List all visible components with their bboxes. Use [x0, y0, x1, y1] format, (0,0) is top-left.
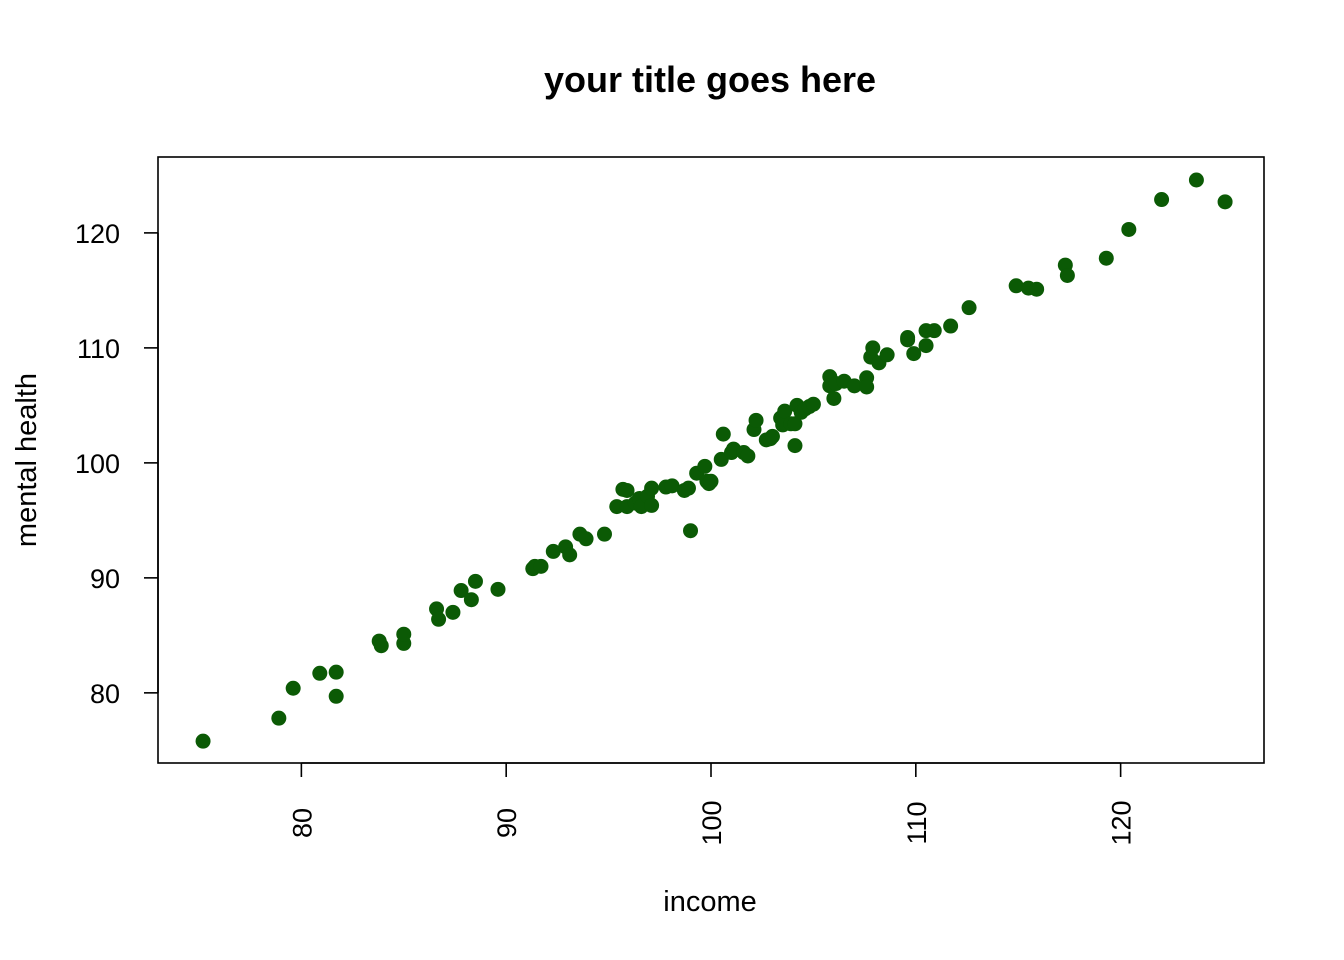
data-point	[373, 638, 389, 654]
data-point	[787, 416, 803, 432]
y-axis-label: mental health	[11, 373, 43, 547]
data-point	[943, 318, 959, 334]
data-point	[918, 338, 934, 354]
data-point	[1154, 192, 1170, 208]
data-point	[1059, 267, 1075, 283]
data-point	[926, 323, 942, 339]
y-axis: 80 90 100 110 120	[75, 219, 159, 709]
data-point	[396, 626, 412, 642]
x-axis: 80 90 100 110 120	[287, 762, 1137, 846]
data-point	[683, 523, 699, 539]
x-tick-label: 80	[287, 808, 317, 838]
data-point	[644, 480, 660, 496]
data-point	[285, 680, 301, 696]
data-points	[195, 172, 1233, 749]
y-tick-label: 110	[77, 334, 120, 364]
data-point	[764, 428, 780, 444]
data-point	[787, 438, 803, 454]
data-point	[1098, 250, 1114, 266]
data-point	[900, 330, 916, 346]
data-point	[1188, 172, 1204, 188]
data-point	[431, 611, 447, 627]
data-point	[961, 300, 977, 316]
x-axis-label: income	[663, 886, 757, 918]
data-point	[846, 378, 862, 394]
data-point	[578, 531, 594, 547]
x-tick-label: 120	[1107, 800, 1137, 845]
x-tick-label: 90	[492, 808, 522, 838]
data-point	[445, 604, 461, 620]
data-point	[906, 346, 922, 362]
data-point	[562, 547, 578, 563]
data-point	[644, 497, 660, 513]
data-point	[271, 710, 287, 726]
data-point	[879, 347, 895, 363]
data-point	[453, 583, 469, 599]
data-point	[697, 458, 713, 474]
data-point	[805, 396, 821, 412]
data-point	[748, 412, 764, 428]
data-point	[740, 448, 756, 464]
data-point	[1217, 194, 1233, 210]
data-point	[826, 390, 842, 406]
data-point	[859, 379, 875, 395]
data-point	[328, 688, 344, 704]
y-tick-label: 100	[75, 449, 120, 479]
x-tick-label: 100	[697, 800, 727, 845]
y-tick-label: 90	[90, 564, 120, 594]
data-point	[545, 543, 561, 559]
data-point	[312, 665, 328, 681]
data-point	[195, 733, 211, 749]
y-tick-label: 80	[90, 679, 120, 709]
chart-title: your title goes here	[544, 59, 876, 100]
data-point	[1029, 281, 1045, 297]
y-tick-label: 120	[75, 219, 120, 249]
data-point	[1121, 221, 1137, 237]
data-point	[490, 581, 506, 597]
data-point	[777, 403, 793, 419]
data-point	[467, 573, 483, 589]
data-point	[715, 426, 731, 442]
data-point	[619, 482, 635, 498]
data-point	[463, 592, 479, 608]
data-point	[865, 340, 881, 356]
data-point	[533, 558, 549, 574]
data-point	[1008, 278, 1024, 294]
x-tick-label: 110	[902, 801, 932, 844]
data-point	[664, 478, 680, 494]
data-point	[680, 480, 696, 496]
data-point	[328, 664, 344, 680]
data-point	[703, 473, 719, 489]
data-point	[596, 526, 612, 542]
